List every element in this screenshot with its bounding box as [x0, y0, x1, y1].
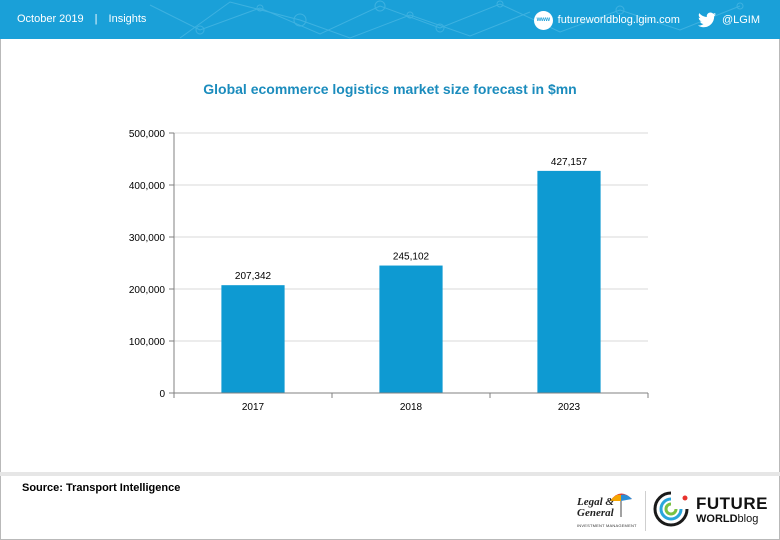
- source-note: Source: Transport Intelligence: [22, 482, 181, 494]
- y-tick-label: 500,000: [129, 129, 166, 140]
- bar-chart: Global ecommerce logistics market size f…: [129, 81, 649, 413]
- data-label-2017: 207,342: [235, 271, 272, 282]
- logo-divider: [645, 491, 646, 531]
- website-link[interactable]: futureworldblog.lgim.com: [557, 14, 680, 26]
- chart-title: Global ecommerce logistics market size f…: [203, 81, 576, 97]
- bar-2018: [379, 265, 443, 393]
- y-tick-label: 200,000: [129, 285, 166, 296]
- x-tick-label-2023: 2023: [558, 402, 581, 413]
- header-date: October 2019: [17, 13, 84, 25]
- header-links: www futureworldblog.lgim.com @LGIM: [533, 9, 760, 31]
- header-meta: October 2019 | Insights: [17, 13, 146, 25]
- legal-general-umbrella-icon: [610, 493, 632, 517]
- y-tick-label: 300,000: [129, 233, 166, 244]
- fw-logo-world: WORLD: [696, 513, 738, 525]
- x-tick-label-2018: 2018: [400, 402, 423, 413]
- lg-logo-subtitle: INVESTMENT MANAGEMENT: [577, 523, 637, 528]
- chart-area: Global ecommerce logistics market size f…: [0, 40, 780, 472]
- fw-logo-blog: blog: [737, 513, 759, 525]
- legal-general-logo-text: Legal & General: [577, 497, 614, 519]
- future-world-logo-line2: WORLDblog: [696, 513, 758, 525]
- lg-logo-line2: General: [577, 507, 614, 519]
- bar-2023: [537, 170, 601, 393]
- lg-logo-line1: Legal &: [577, 496, 614, 508]
- x-tick-label-2017: 2017: [242, 402, 265, 413]
- twitter-handle[interactable]: @LGIM: [721, 14, 760, 26]
- data-label-2018: 245,102: [393, 252, 430, 263]
- bar-2017: [221, 285, 285, 393]
- network-pattern-decoration: [149, 0, 744, 39]
- y-tick-label: 400,000: [129, 181, 166, 192]
- data-label-2023: 427,157: [551, 157, 588, 168]
- footer-divider: [0, 472, 780, 476]
- header-bar: October 2019 | Insights www futureworldb…: [0, 0, 780, 39]
- y-tick-label: 0: [159, 389, 165, 400]
- twitter-icon[interactable]: [697, 12, 716, 28]
- future-world-logo-line1: FUTURE: [696, 494, 768, 513]
- globe-icon: www: [533, 10, 553, 30]
- header-section: Insights: [108, 13, 147, 25]
- header-separator: |: [94, 13, 98, 25]
- future-world-spiral-icon: [653, 491, 689, 527]
- y-tick-label: 100,000: [129, 337, 166, 348]
